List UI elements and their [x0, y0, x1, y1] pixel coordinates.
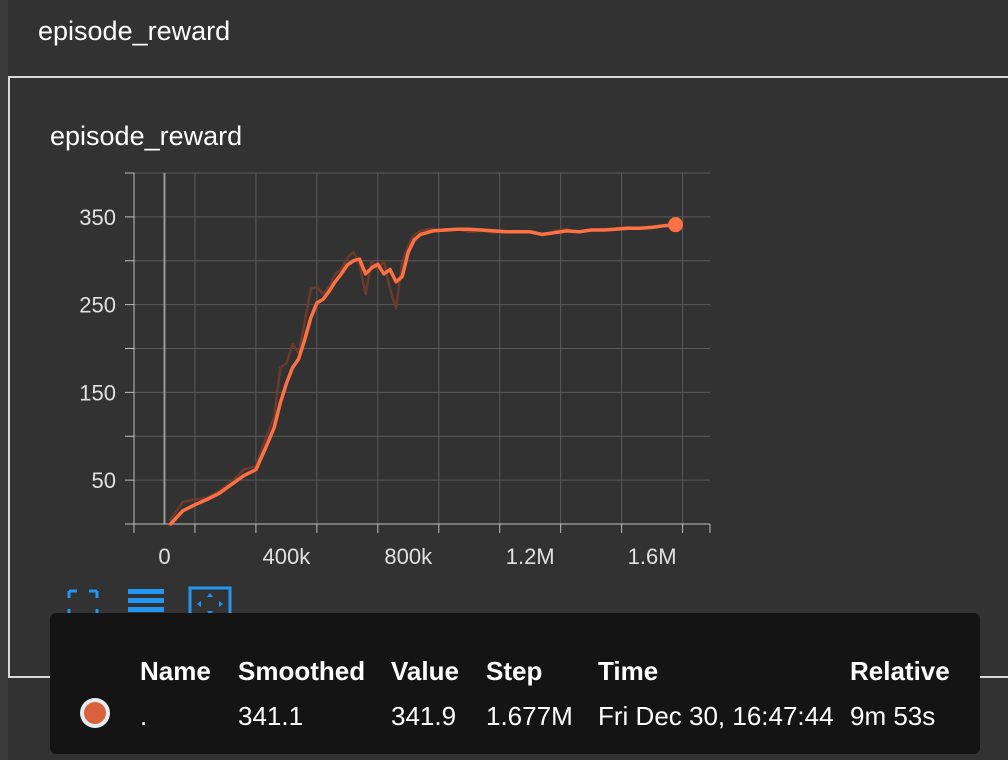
x-tick-label: 1.2M	[506, 544, 555, 569]
tooltip-smoothed-value: 341.1	[238, 701, 304, 731]
y-tick-label: 250	[79, 293, 116, 318]
tooltip-header-name: Name	[140, 656, 211, 686]
y-tick-label: 350	[79, 205, 116, 230]
tooltip-header-smoothed: Smoothed	[238, 656, 366, 686]
chart-plot[interactable]: 0 400k 800k 1.2M 1.6M 50 150 250 350	[0, 0, 1008, 600]
y-tick-label: 150	[79, 380, 116, 405]
x-tick-label: 0	[158, 544, 170, 569]
left-strip	[0, 0, 8, 760]
run-group-header[interactable]: episode_reward	[8, 0, 1008, 78]
tooltip-time: Fri Dec 30, 16:47:44	[598, 701, 834, 731]
tooltip-header-time: Time	[598, 656, 659, 686]
y-tick-label: 50	[92, 468, 116, 493]
data-tooltip: Name Smoothed Value Step Time Relative .…	[50, 613, 980, 754]
tooltip-header-relative: Relative	[850, 656, 950, 686]
chart-title: episode_reward	[50, 121, 243, 151]
tooltip-header-step: Step	[486, 656, 543, 686]
x-tick-label: 800k	[384, 544, 433, 569]
hover-point-marker	[668, 217, 684, 233]
tooltip-relative-time: 9m 53s	[850, 701, 936, 731]
run-color-swatch	[80, 698, 110, 728]
tooltip-header-value: Value	[391, 656, 459, 686]
tooltip-step: 1.677M	[486, 701, 573, 731]
x-tick-label: 400k	[263, 544, 312, 569]
tooltip-raw-value: 341.9	[391, 701, 457, 731]
tooltip-run-name: .	[140, 701, 148, 731]
x-tick-label: 1.6M	[628, 544, 677, 569]
chart-card	[8, 78, 1008, 678]
group-title: episode_reward	[38, 16, 231, 46]
run-color-dot	[84, 702, 106, 724]
smoothed-series-line	[168, 222, 678, 526]
